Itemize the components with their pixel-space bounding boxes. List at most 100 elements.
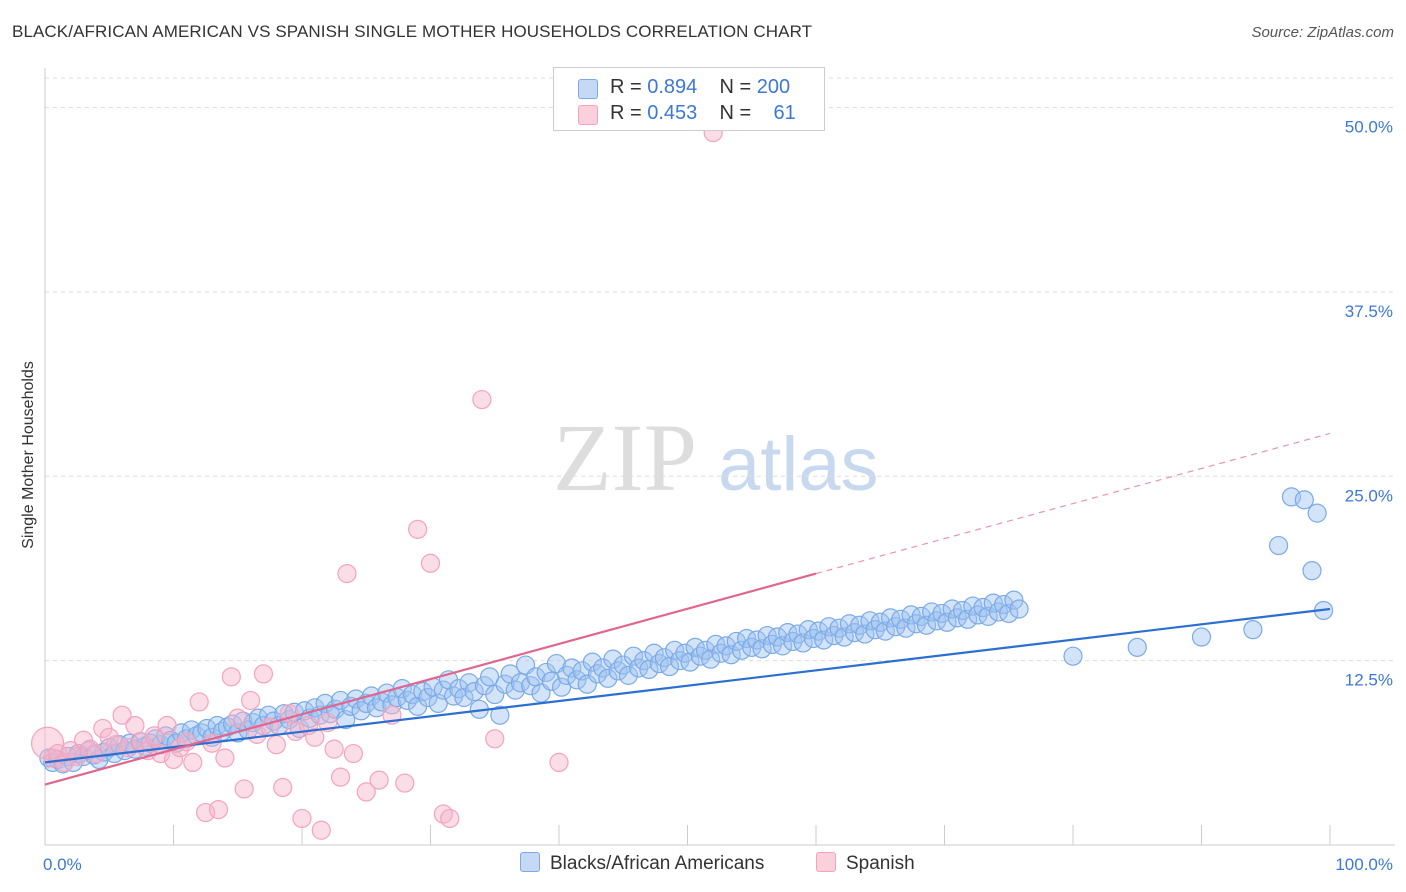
spanish-point [472,389,492,410]
spanish-swatch [578,105,598,125]
spanish-point [292,808,312,829]
spanish-point [215,748,235,768]
blacks-point [911,606,931,626]
spanish-point [241,690,261,711]
blacks-point [829,618,849,638]
blacks-point [942,599,962,619]
blacks-swatch [578,79,598,99]
blacks-point [623,646,644,666]
y-tick-label: 37.5% [1345,302,1393,321]
x-tick-label: 100.0% [1335,855,1393,874]
blacks-point [654,648,674,668]
blacks-point [716,636,736,656]
blacks-point [737,628,757,649]
watermark-atlas: atlas [718,422,879,507]
blacks-point [675,643,695,663]
spanish-point [305,727,325,747]
spanish-point [420,553,441,573]
blacks-point [1302,561,1322,581]
blacks-point [608,661,628,681]
blacks-point [860,611,880,631]
spanish-point [125,715,145,736]
blacks-point [480,667,500,687]
bottom-legend-blacks: Blacks/African Americans [520,852,764,875]
blacks-point [932,603,952,624]
blacks-point [680,652,700,672]
spanish-point [311,820,331,840]
spanish-point [208,799,229,820]
blacks-point [577,674,597,694]
blacks-point [644,643,664,663]
stats-legend: R = 0.894 N = 200 R = 0.453 N = 61 [553,67,825,131]
trend-layer [44,432,1331,786]
blacks-point [767,627,788,647]
blacks-point [901,605,921,625]
spanish-point [395,773,415,793]
blacks-point [880,608,901,628]
blacks-point [521,676,541,696]
spanish-point [440,808,460,829]
blacks-point [747,630,767,650]
blacks-point [952,600,973,621]
blacks-point [870,612,890,632]
blacks-legend-label: Blacks/African Americans [550,853,765,874]
x-tick-label: 0.0% [43,855,82,874]
spanish-point [112,705,132,725]
blacks-point [397,690,417,711]
spanish-point [330,767,351,787]
blacks-point [1191,627,1212,647]
spanish-point [30,726,65,760]
blacks-point [706,634,726,655]
spanish-point [337,563,357,584]
spanish-point [549,752,569,773]
blacks-point [839,614,860,634]
blacks-point [798,620,818,640]
blacks-point [551,677,572,697]
blacks-point [598,668,618,688]
blacks-trend-line [44,607,1331,764]
spanish-point [86,743,107,764]
blacks-point [788,624,808,644]
spanish-point [221,667,241,687]
blacks-point [454,687,474,708]
blacks-point [983,593,1003,613]
blacks-point [973,597,993,618]
spanish-point [369,770,389,790]
blacks-point [366,698,387,718]
blacks-point [1268,535,1289,556]
spanish-point [324,739,344,759]
blacks-point [207,715,227,736]
blacks-point [485,684,505,705]
blacks-point [695,640,716,660]
blacks-point [994,594,1014,615]
blacks-point [1243,620,1263,640]
spanish-point [273,777,293,798]
y-tick-label: 12.5% [1345,671,1393,690]
spanish-trend-extension [815,432,1331,575]
blacks-point [587,664,608,684]
blacks-point [495,674,515,694]
blacks-legend-swatch [520,852,540,872]
spanish-point [356,782,376,802]
spanish-point [157,715,177,736]
spanish-legend-swatch [816,852,836,872]
blacks-point [315,693,335,714]
blacks-point [1294,490,1314,510]
blacks-point [634,651,654,671]
blacks-point [618,665,638,685]
blacks-point [819,617,839,637]
blacks-point [701,649,721,669]
blacks-point [922,602,942,622]
blacks-point [459,673,479,693]
spanish-legend-label: Spanish [846,853,915,874]
y-tick-label: 50.0% [1345,118,1393,137]
blacks-point [1127,637,1147,657]
blacks-point [567,670,587,690]
bottom-legend-spanish: Spanish [816,852,915,875]
spanish-trend-line [44,572,817,786]
blacks-point [808,621,829,641]
spanish-point [253,664,274,684]
spanish-point [343,743,363,764]
blacks-point [757,625,777,646]
watermark-zip: ZIP [553,404,697,511]
